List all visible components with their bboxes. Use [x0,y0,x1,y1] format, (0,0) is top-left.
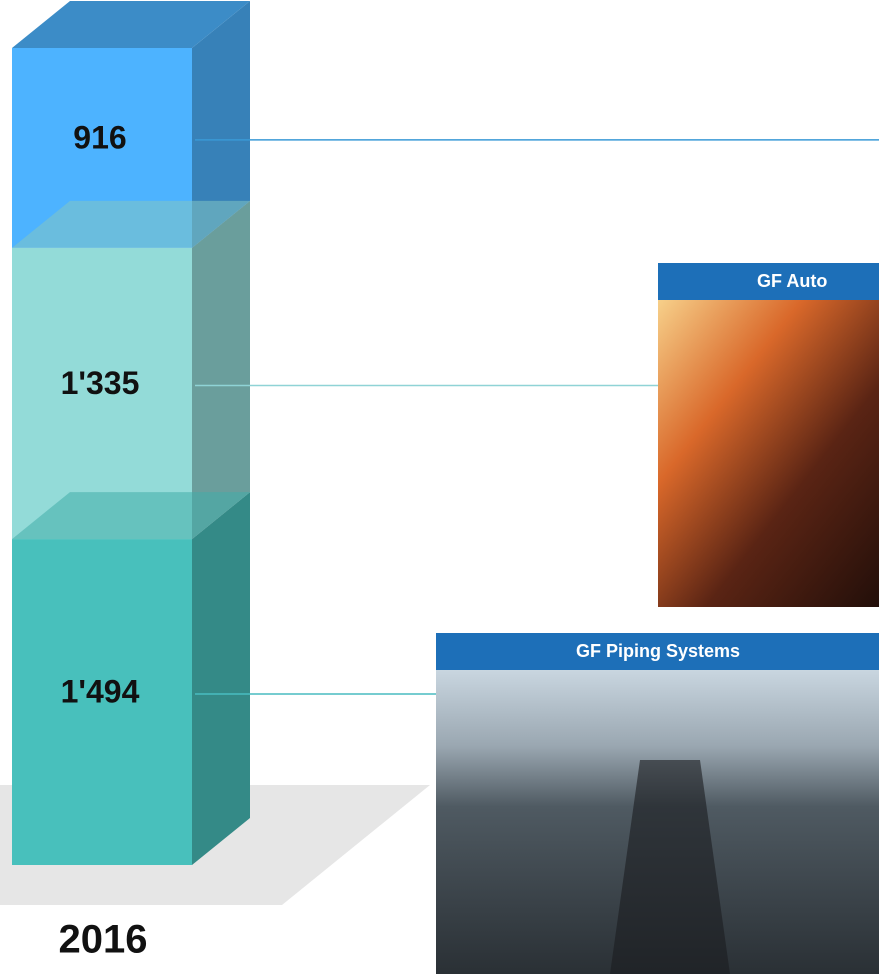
category-label: 2016 [59,918,148,962]
panel: GF Piping Systems [436,633,879,974]
value-label: 1'335 [61,365,140,401]
panel-photo [658,300,879,607]
bar-side [192,492,250,865]
page: GF Auto GF Piping Systems 1'4941'335916 … [0,0,879,974]
panel-title: GF Auto [757,271,827,291]
chart: GF Auto GF Piping Systems 1'4941'335916 … [0,0,879,974]
panel-title: GF Piping Systems [576,641,740,661]
bar-side [192,201,250,539]
value-label: 916 [73,119,126,155]
value-label: 1'494 [61,673,140,709]
panel: GF Auto [658,263,879,607]
